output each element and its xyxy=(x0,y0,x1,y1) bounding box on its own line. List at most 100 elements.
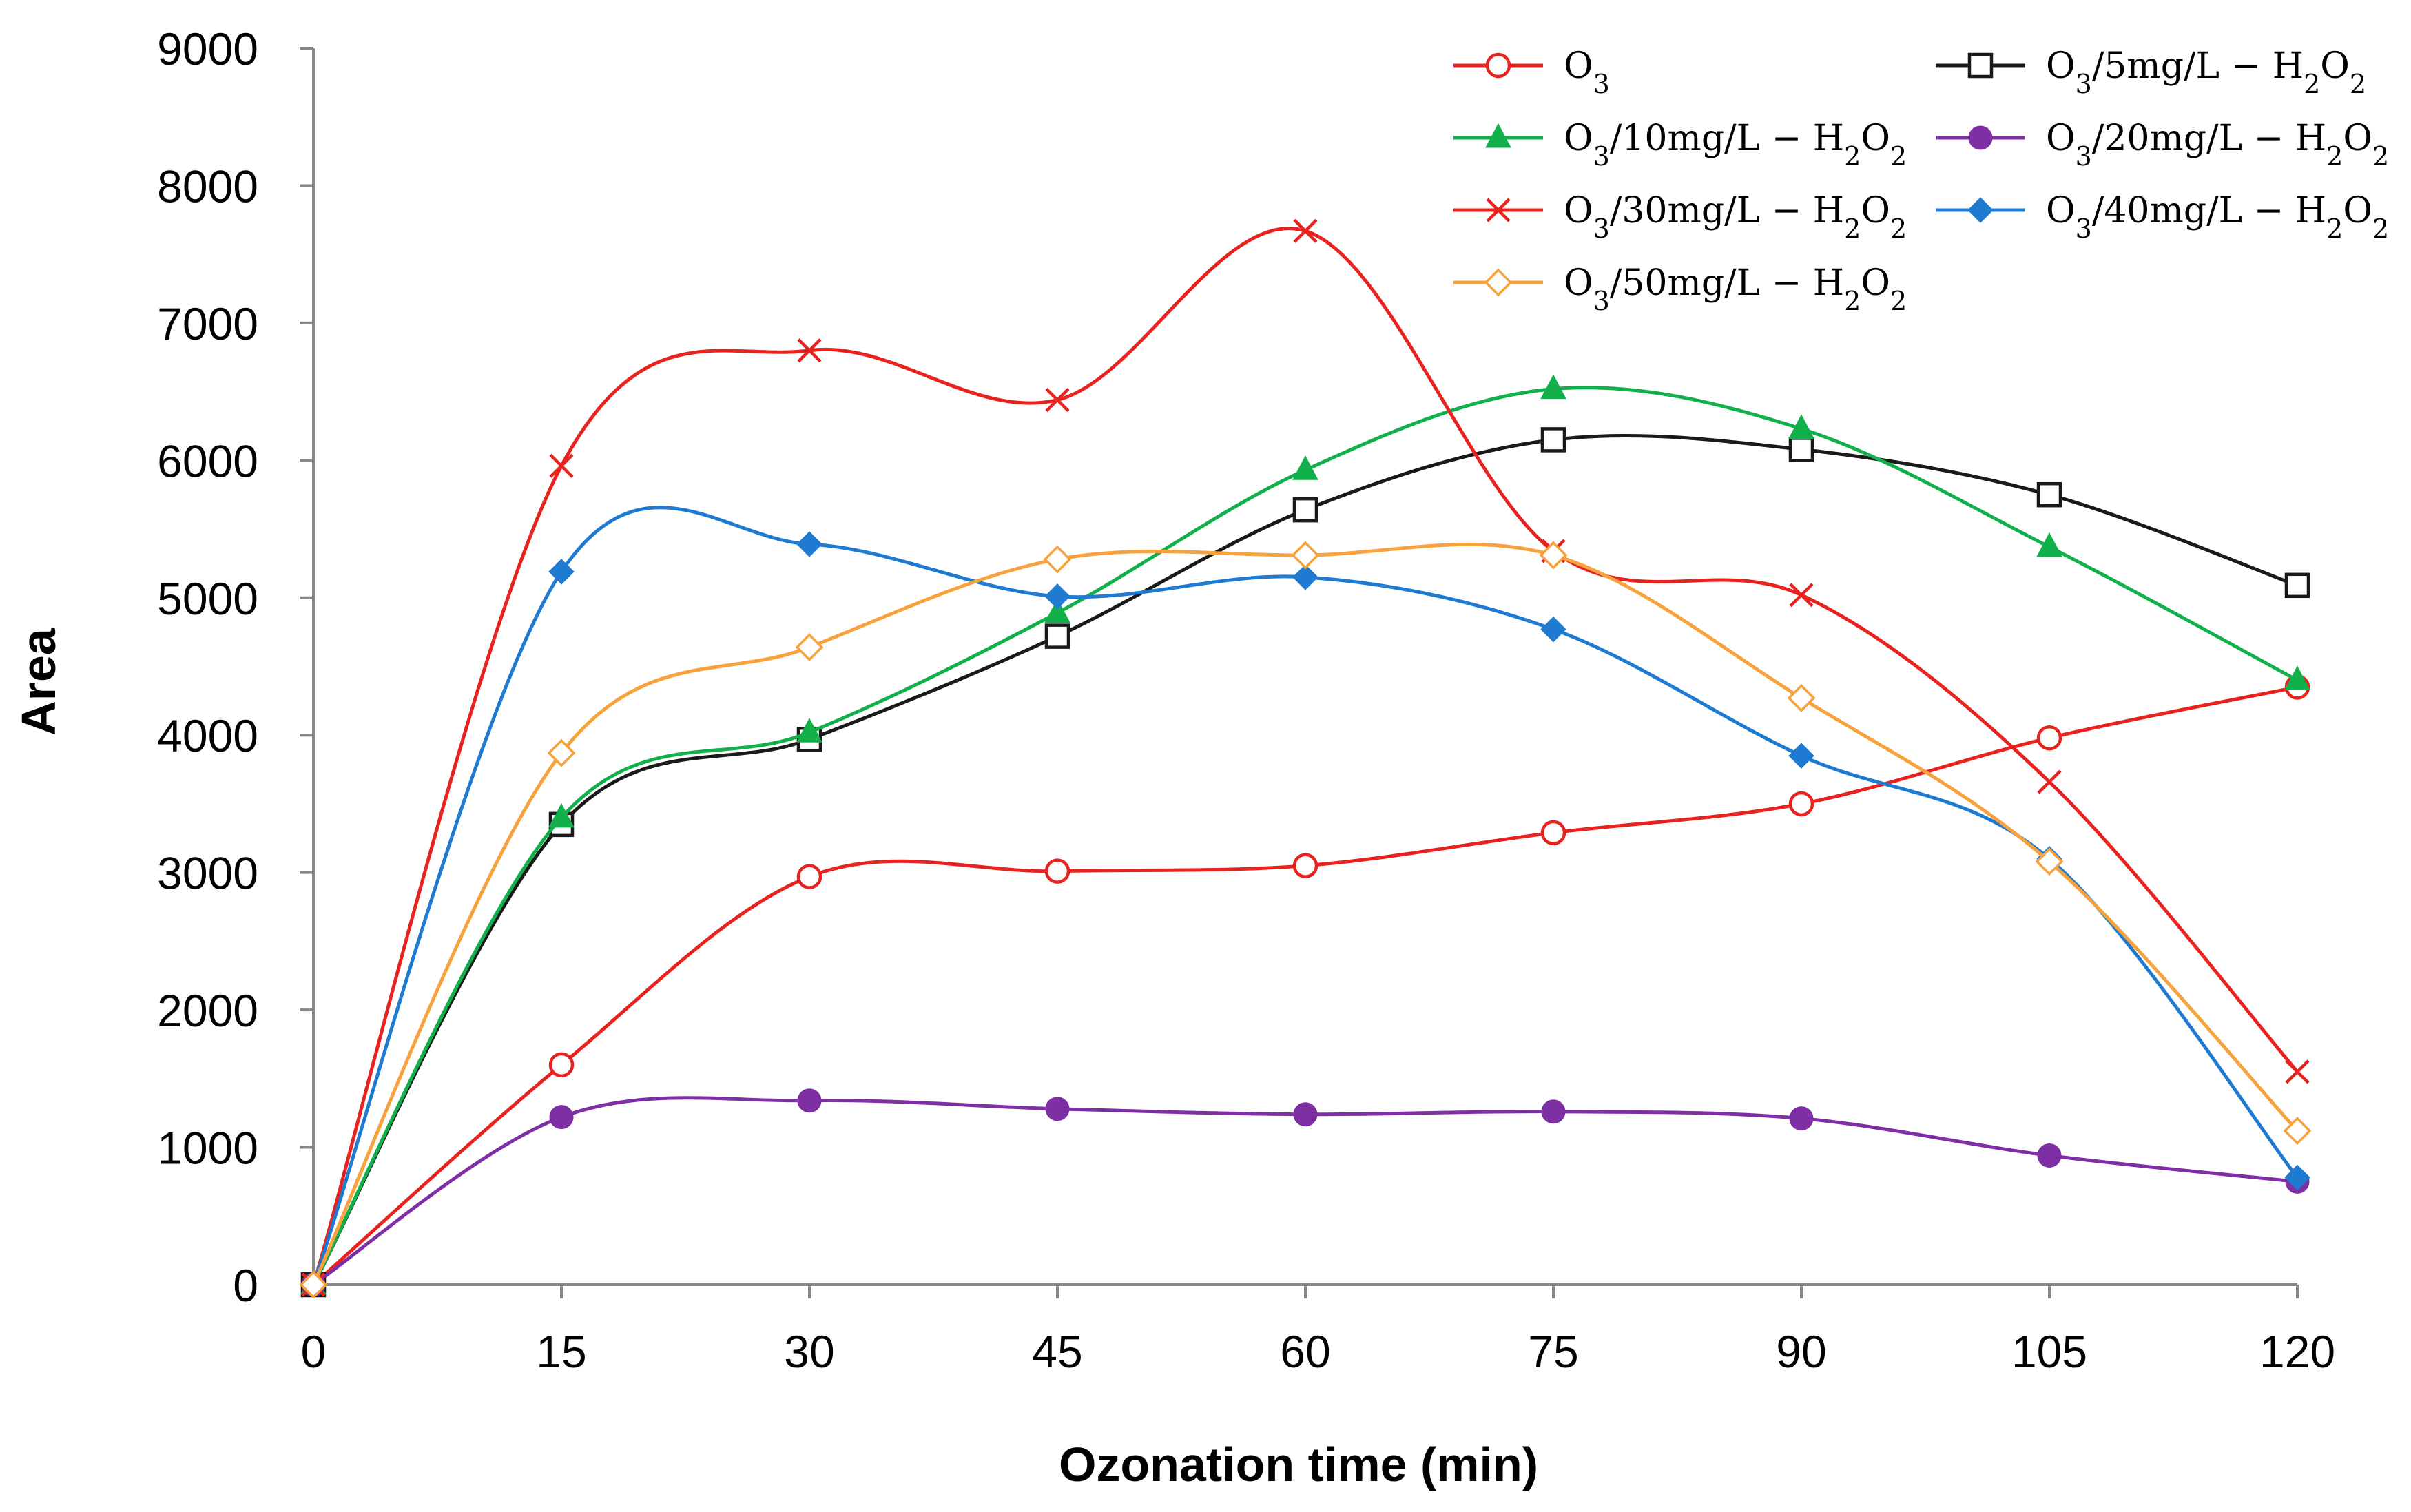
series-line xyxy=(311,542,2299,1286)
data-point xyxy=(1484,268,1513,297)
legend-subscript: 3 xyxy=(1593,141,1610,172)
data-point xyxy=(2283,1117,2312,1146)
data-point xyxy=(1788,791,1814,817)
data-point xyxy=(299,1270,328,1299)
x-tick-label: 45 xyxy=(1032,1326,1082,1377)
data-point xyxy=(1485,52,1511,79)
x-tick-label: 120 xyxy=(2259,1326,2335,1377)
series-5 xyxy=(300,506,2310,1298)
legend-label: O3 xyxy=(1564,45,1610,99)
legend-label: O3/30mg/L − H2O2 xyxy=(1564,190,1907,244)
x-tick-label: 30 xyxy=(784,1326,834,1377)
data-point xyxy=(1292,853,1318,878)
legend-subscript: 2 xyxy=(1844,141,1861,172)
legend-item: O3/50mg/L − H2O2 xyxy=(1453,262,1907,316)
legend-text-part: O xyxy=(2320,45,2350,87)
legend-item: O3/40mg/L − H2O2 xyxy=(1936,190,2389,244)
series-line xyxy=(311,227,2299,1285)
y-tick-label: 6000 xyxy=(157,435,258,486)
legend-label: O3/50mg/L − H2O2 xyxy=(1564,262,1907,316)
data-point xyxy=(1293,218,1318,243)
data-point xyxy=(1789,1106,1814,1131)
data-point xyxy=(1045,1097,1070,1121)
legend-text-part: O xyxy=(1564,262,1593,304)
x-tick-label: 15 xyxy=(536,1326,586,1377)
x-axis-title: Ozonation time (min) xyxy=(1059,1438,1538,1491)
data-point xyxy=(2284,1164,2310,1191)
legend-label: O3/20mg/L − H2O2 xyxy=(2046,118,2389,172)
y-tick-label: 1000 xyxy=(157,1123,258,1174)
data-point xyxy=(1967,197,1994,223)
legend-item: O3/30mg/L − H2O2 xyxy=(1453,190,1907,244)
data-point xyxy=(1788,743,1814,769)
data-point-stroke xyxy=(2037,769,2062,794)
legend-subscript: 3 xyxy=(1593,69,1610,99)
legend-text-part: O xyxy=(2343,118,2372,159)
x-tick-label: 90 xyxy=(1776,1326,1826,1377)
series-layer xyxy=(299,218,2312,1299)
legend-label: O3/10mg/L − H2O2 xyxy=(1564,118,1907,172)
legend-text-part: O xyxy=(1861,190,1890,231)
legend-text-part: O xyxy=(1564,118,1593,159)
legend-text-part: O xyxy=(1861,118,1890,159)
series-line xyxy=(311,506,2299,1285)
legend-text-part: O xyxy=(2046,45,2076,87)
data-point-stroke xyxy=(549,453,574,478)
data-point xyxy=(549,1105,574,1130)
data-point xyxy=(1293,1102,1318,1127)
y-tick-label: 0 xyxy=(233,1260,258,1311)
data-point xyxy=(2036,725,2062,751)
data-point xyxy=(548,802,575,828)
data-point xyxy=(1292,455,1318,480)
data-point xyxy=(1967,52,1994,79)
legend-subscript: 3 xyxy=(2076,214,2092,244)
axes: 0 1000 2000 3000 4000 5000 6000 7000 8000 9000 0 15… xyxy=(157,23,2335,1377)
data-point-stroke xyxy=(797,338,822,363)
legend-subscript: 2 xyxy=(1844,214,1861,244)
legend-subscript: 3 xyxy=(2076,141,2092,172)
y-tick-label: 3000 xyxy=(157,848,258,899)
data-point xyxy=(797,338,822,363)
y-tick-label: 2000 xyxy=(157,985,258,1036)
legend-item: O3/20mg/L − H2O2 xyxy=(1936,118,2389,172)
y-tick-label: 7000 xyxy=(157,298,258,349)
legend-text-part: O xyxy=(1861,262,1890,304)
data-point-stroke xyxy=(1293,218,1318,243)
data-point-stroke xyxy=(2285,1059,2310,1084)
data-point xyxy=(796,864,822,889)
x-tick-label: 60 xyxy=(1280,1326,1330,1377)
legend-subscript: 2 xyxy=(1890,141,1907,172)
data-point xyxy=(1787,683,1816,712)
data-point xyxy=(1485,123,1511,148)
data-point xyxy=(1968,125,1993,150)
legend-subscript: 2 xyxy=(1844,286,1861,316)
legend-text-part: /5mg/L − H xyxy=(2092,45,2304,87)
data-point xyxy=(1043,545,1072,574)
data-point xyxy=(2036,532,2062,557)
legend-item: O3 xyxy=(1453,45,1610,99)
data-point xyxy=(1539,541,1568,570)
data-point xyxy=(2285,1059,2310,1084)
data-point xyxy=(1486,198,1511,222)
data-point xyxy=(1044,623,1070,649)
series-0 xyxy=(300,674,2310,1298)
data-point xyxy=(1789,583,1814,608)
legend-text-part: O xyxy=(1564,190,1593,231)
legend-subscript: 3 xyxy=(1593,214,1610,244)
data-point xyxy=(1540,374,1566,400)
data-point xyxy=(1540,616,1566,643)
legend-text-part: /10mg/L − H xyxy=(1610,118,1844,159)
data-point xyxy=(1788,414,1814,439)
data-point xyxy=(548,559,575,585)
data-point xyxy=(2284,572,2310,599)
data-point xyxy=(797,1088,822,1113)
data-point-stroke xyxy=(1486,198,1511,222)
data-point xyxy=(796,531,822,557)
data-point xyxy=(796,718,822,743)
data-point xyxy=(548,1052,575,1078)
legend-text-part: /20mg/L − H xyxy=(2092,118,2326,159)
legend-subscript: 2 xyxy=(2304,69,2320,99)
series-line xyxy=(311,386,2299,1286)
